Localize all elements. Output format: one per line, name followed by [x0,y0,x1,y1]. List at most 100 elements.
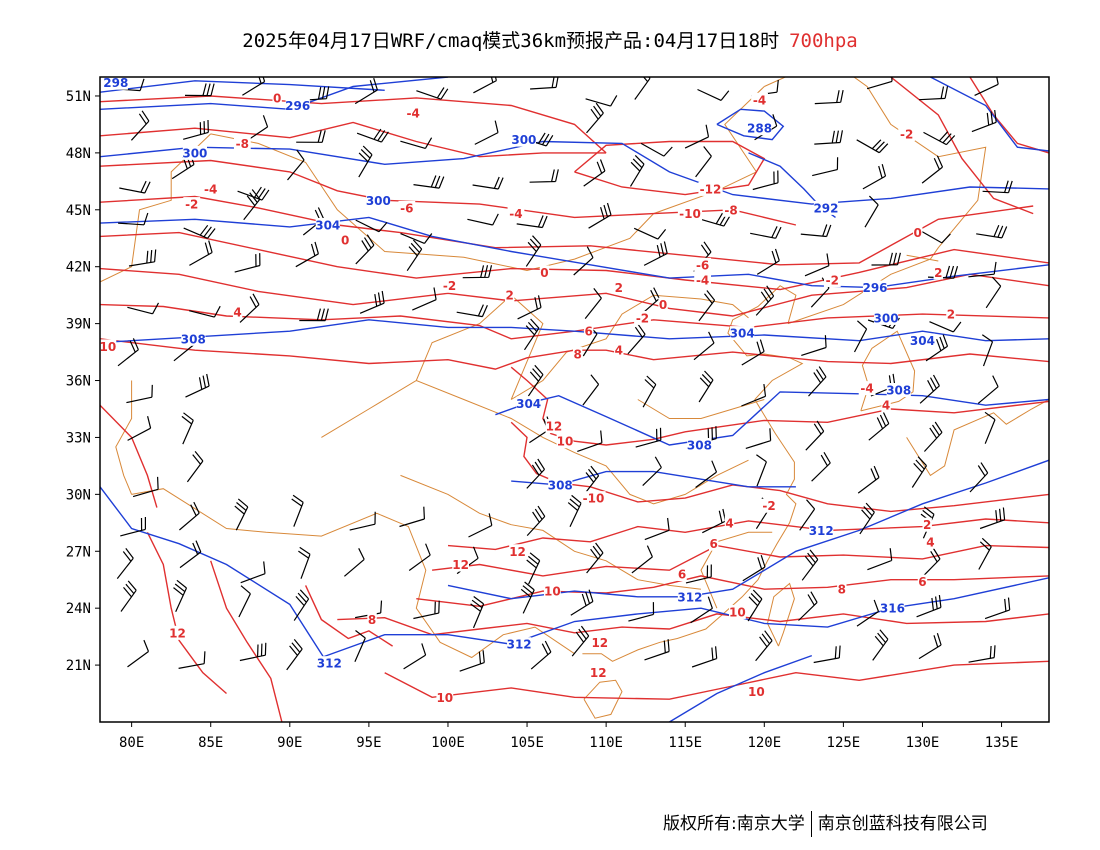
contour-label-bg [747,121,772,136]
boundary-line [416,380,749,505]
wind-barb [239,293,260,323]
contour-label: 312 [809,524,834,538]
wind-barb [586,102,604,134]
contour-label-bg [729,604,746,619]
contour-label-bg [556,434,574,449]
height-contour [669,654,813,722]
wind-barb [755,285,775,316]
wind-barb [643,241,668,266]
wind-barb [866,77,893,90]
wind-barb [750,226,782,239]
boundary-line [860,330,916,412]
contour-label-bg [545,419,563,434]
wind-barb [628,602,655,622]
wind-barb [570,589,594,616]
wind-barb [685,564,712,584]
wind-barb [573,246,594,276]
wind-barb [416,87,449,100]
lat-tick-label: 51N [66,89,91,105]
contour-label: -4 [753,93,766,107]
wind-barb [300,86,330,101]
wind-barb [128,249,157,267]
contour-label: -2 [443,279,456,293]
wind-barb [747,589,763,622]
boundary-line [906,399,1049,477]
contour-label-bg [751,92,768,107]
contour-label-bg [340,233,350,248]
wind-barb [456,304,488,318]
contour-label-bg [584,324,594,339]
lat-tick-label: 27N [66,544,91,560]
contour-label-bg [398,200,416,215]
contour-label-bg [677,206,703,221]
contour-label: 0 [273,91,281,105]
wind-barb [985,276,1002,309]
contour-label-bg [837,582,847,597]
wind-barb [929,321,962,333]
lat-tick-label: 24N [66,601,91,617]
wind-barb [693,331,715,361]
wind-barb [400,233,433,244]
wind-barb [116,548,134,579]
contour-label-bg [862,280,888,295]
contour-label: 12 [590,666,607,680]
wind-barb [801,335,827,356]
wind-barb [984,597,1011,620]
contour-label: 0 [540,266,548,280]
wind-barb [526,458,546,489]
wind-barb [629,154,645,187]
contour-label-bg [823,272,841,287]
wind-barb [240,561,266,584]
contour-label: -4 [204,182,217,196]
contour-label: -2 [762,499,775,513]
isotherm-line [100,195,1034,266]
wind-barb [359,290,385,314]
contour-label: 6 [918,575,926,589]
contour-label-bg [747,684,765,699]
height-contour [930,77,1049,152]
contour-label: -12 [700,182,722,196]
wind-barb [355,234,375,265]
boundary-line [764,77,987,325]
wind-barb [408,543,431,571]
wind-barb [189,240,213,266]
isotherm-line [100,303,1049,340]
contour-label: 304 [910,334,935,348]
contour-label: 300 [182,146,207,160]
wind-barb [296,130,326,143]
contour-label-bg [922,517,932,532]
title-main: 2025年04月17日WRF/cmaq模式36km预报产品:04月17日18时 [242,30,780,52]
isotherm-line [447,518,1049,551]
contour-labels: -40-8-4-2-12-8-10-4-6-4-200-6-4 -220-2220… [100,77,956,705]
wind-barb [119,180,151,194]
wind-barb [644,639,670,661]
height-contour [100,140,1049,205]
wind-barb [530,640,552,670]
boundary-line [210,86,765,272]
contour-label-bg [183,197,201,212]
wind-barb [117,338,139,367]
contour-label-bg [182,145,207,160]
wind-barb [242,77,266,96]
boundary-line [321,294,544,438]
contour-label: -6 [400,201,413,215]
wind-barb [919,86,949,101]
contour-label: 8 [838,583,846,597]
contour-label: 12 [509,545,526,559]
height-contour [716,108,785,141]
wind-barb [642,456,662,487]
wind-barb [585,95,618,107]
contour-label-bg [504,288,515,303]
lon-tick-label: 135E [985,735,1019,751]
wind-barb [634,77,651,100]
contour-label-bg [724,515,735,530]
height-contour [100,80,385,93]
wind-barb [567,494,582,527]
wind-barb [756,454,767,487]
boundary-line [400,474,702,590]
wind-barb [132,476,159,498]
contour-label: 10 [100,340,117,354]
contour-label-bg [873,310,899,325]
wind-barb [918,229,951,244]
lon-tick-label: 90E [277,735,302,751]
